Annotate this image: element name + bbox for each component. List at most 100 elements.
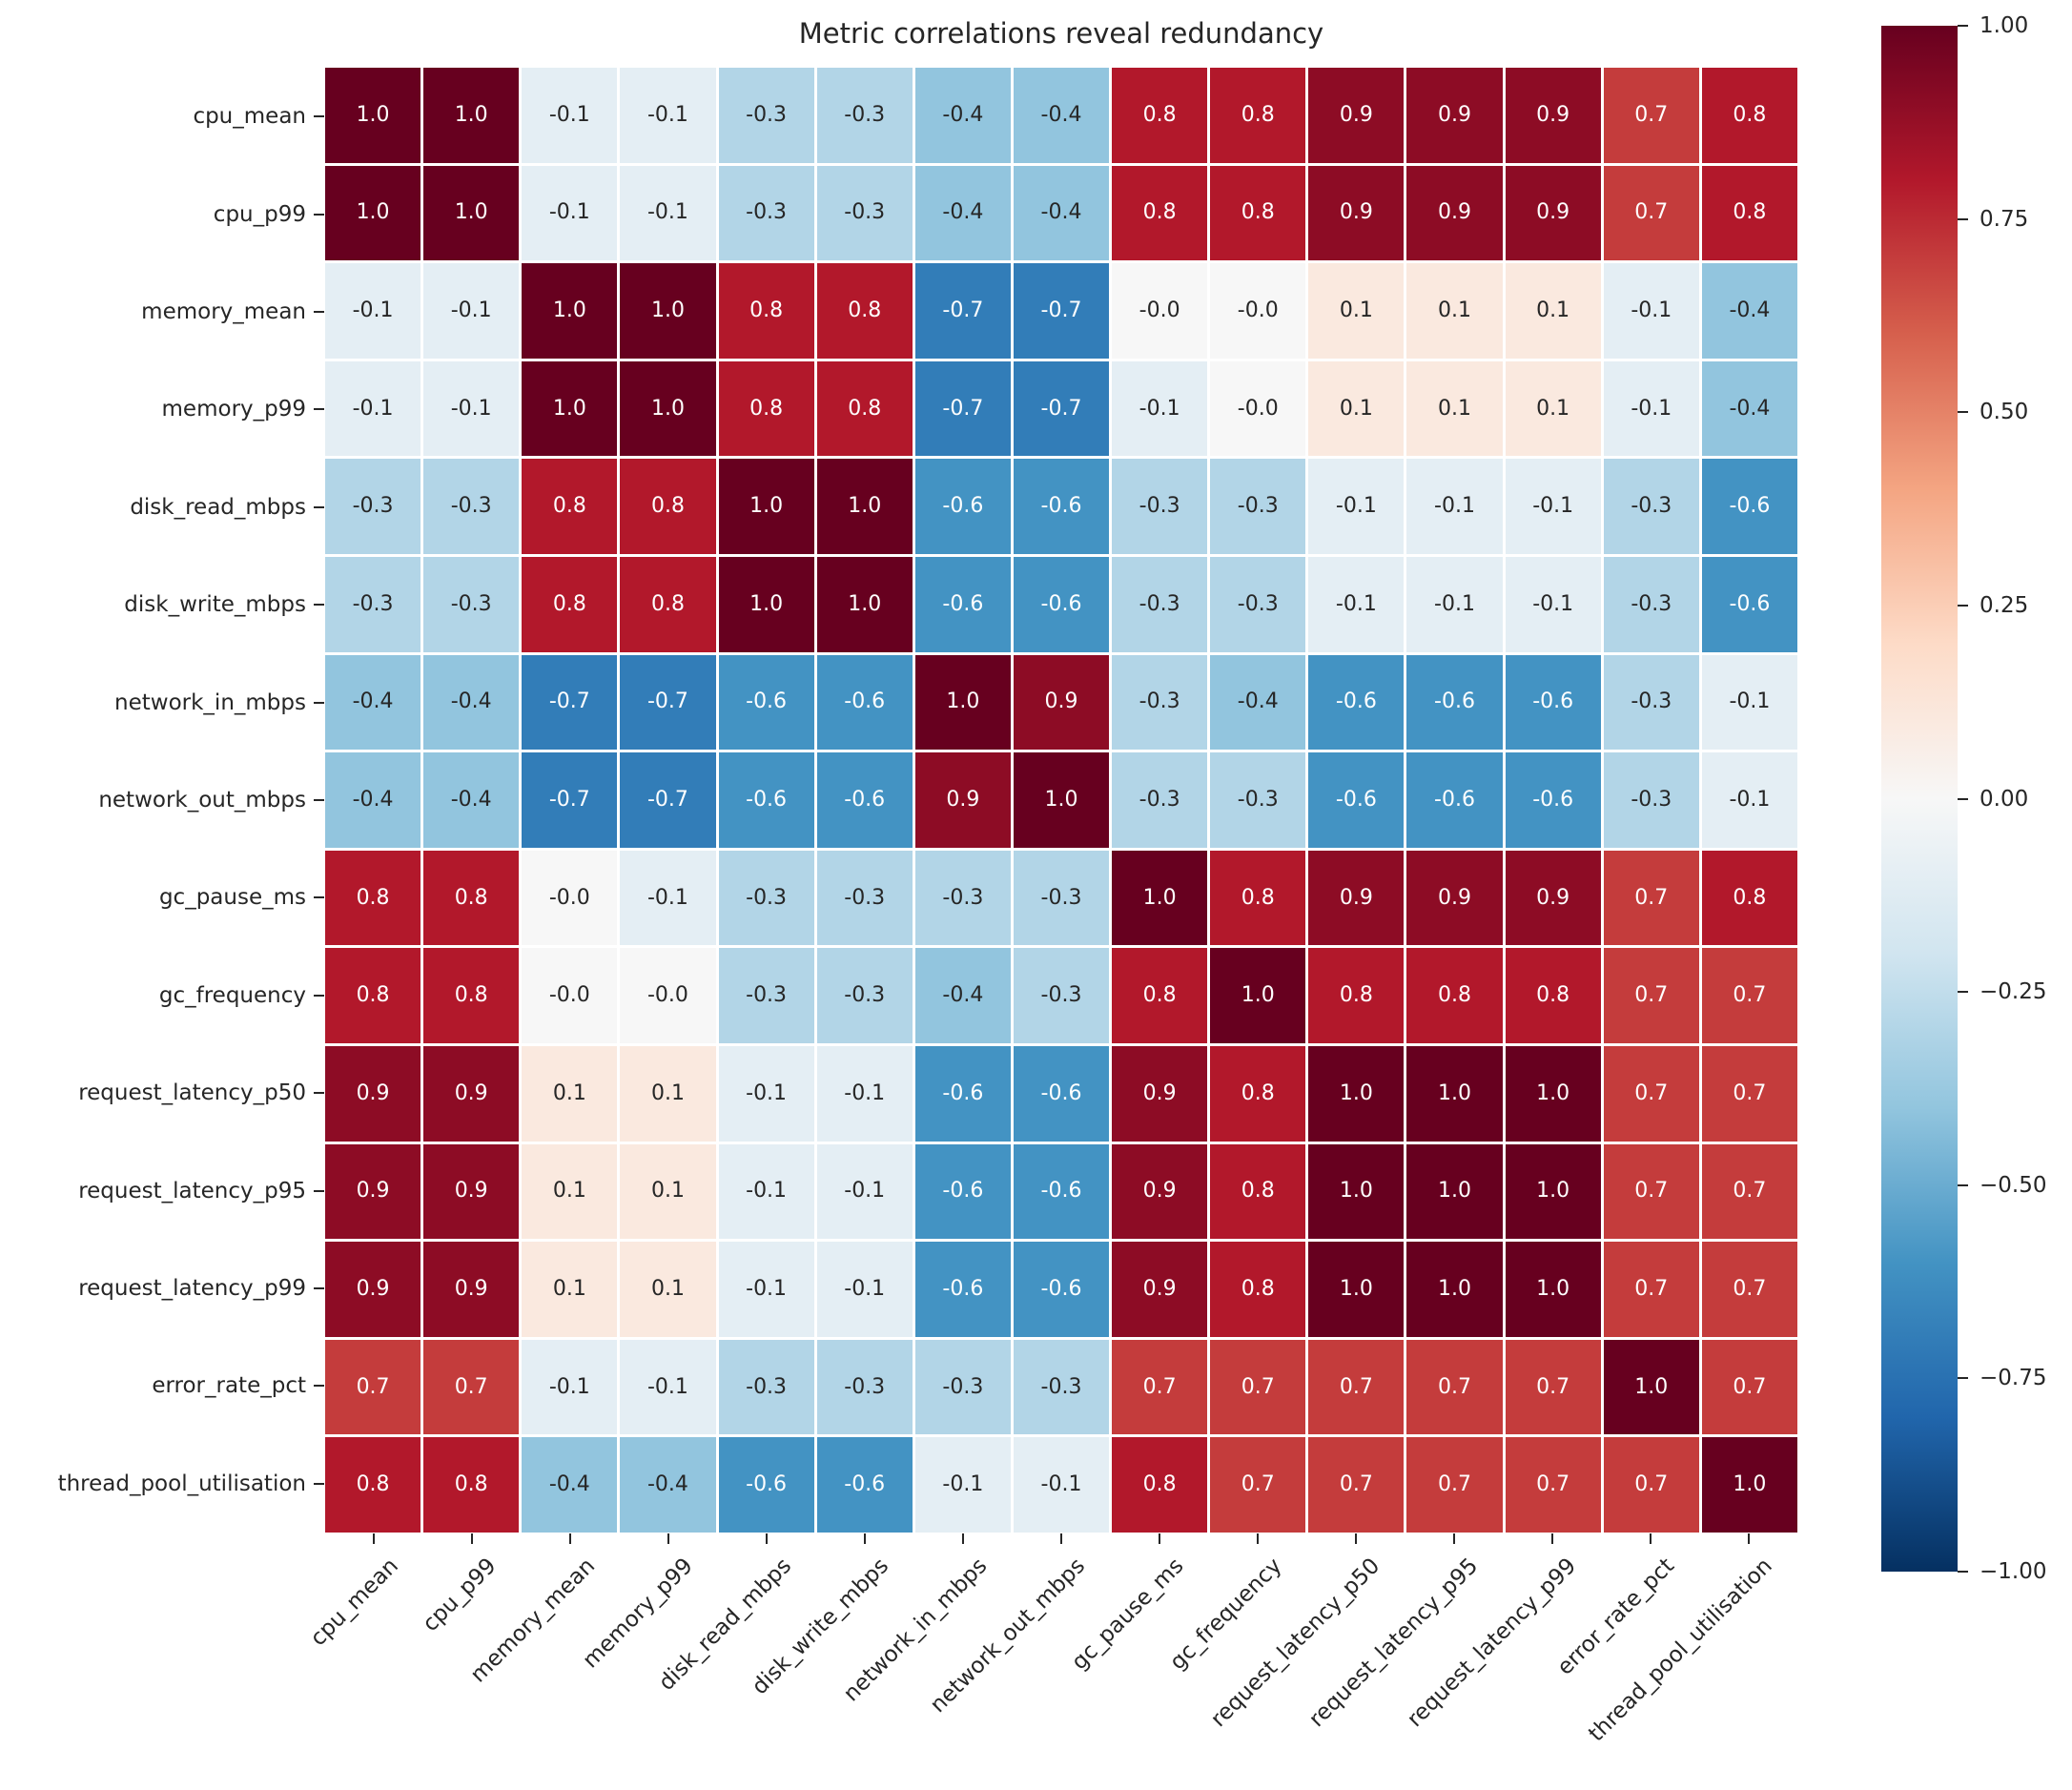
heatmap-cell: -0.3 (718, 850, 814, 946)
heatmap-cell: -0.6 (1308, 752, 1405, 848)
heatmap-cell: -0.4 (423, 654, 520, 751)
heatmap-cell: 1.0 (423, 68, 520, 163)
heatmap-cell: -0.3 (718, 1339, 814, 1435)
heatmap-cell: -0.1 (1603, 360, 1699, 457)
heatmap-cell: -0.4 (1013, 68, 1110, 163)
y-tick-mark (314, 1385, 324, 1388)
heatmap-cell: 1.0 (522, 263, 618, 359)
heatmap-cell: 0.8 (620, 459, 716, 554)
y-tick-mark (314, 505, 324, 508)
colorbar-tick-label: 1.00 (1980, 13, 2029, 38)
x-tick-mark (1354, 1533, 1357, 1544)
colorbar-tick-mark (1958, 797, 1968, 800)
heatmap-cell: 0.8 (1406, 948, 1503, 1043)
heatmap-cell: -0.6 (718, 1437, 814, 1533)
heatmap-cell: 0.7 (1701, 1339, 1797, 1435)
heatmap-cell: -0.3 (423, 459, 520, 554)
heatmap-cell: -0.3 (1603, 752, 1699, 848)
heatmap-cell: -0.3 (1210, 459, 1306, 554)
x-tick-label: gc_pause_ms (1067, 1553, 1189, 1676)
heatmap-cell: 0.7 (1603, 948, 1699, 1043)
heatmap-cell: 0.7 (1505, 1339, 1601, 1435)
heatmap-cell: -0.6 (1406, 654, 1503, 751)
heatmap-cell: -0.3 (1112, 459, 1208, 554)
y-tick-label: memory_mean (141, 299, 306, 324)
heatmap-cell: 0.7 (1701, 1143, 1797, 1240)
heatmap-cell: -0.7 (620, 752, 716, 848)
heatmap-cell: 0.9 (1112, 1045, 1208, 1142)
colorbar-tick-mark (1958, 604, 1968, 607)
heatmap-cell: -0.3 (816, 948, 913, 1043)
colorbar-tick-label: −0.25 (1980, 979, 2047, 1005)
heatmap-cell: -0.3 (718, 948, 814, 1043)
heatmap-cell: -0.1 (1406, 556, 1503, 652)
y-tick-mark (314, 1189, 324, 1192)
heatmap-cell: -0.1 (522, 68, 618, 163)
x-tick-mark (471, 1533, 474, 1544)
x-tick-mark (1256, 1533, 1259, 1544)
heatmap-cell: -0.3 (718, 165, 814, 261)
heatmap-cell: -0.3 (1013, 850, 1110, 946)
heatmap-cell: -0.3 (816, 165, 913, 261)
heatmap-cell: 1.0 (1701, 1437, 1797, 1533)
colorbar-tick-label: −0.75 (1980, 1366, 2047, 1391)
colorbar-tick-label: 0.00 (1980, 786, 2029, 812)
x-tick-label: memory_p99 (578, 1553, 698, 1674)
heatmap-cell: -0.3 (423, 556, 520, 652)
heatmap-cell: -0.3 (325, 556, 421, 652)
heatmap-cell: 0.1 (1505, 360, 1601, 457)
colorbar-tick-label: 0.75 (1980, 206, 2029, 232)
y-tick-label: thread_pool_utilisation (57, 1471, 306, 1496)
y-tick-label: network_in_mbps (114, 689, 306, 715)
heatmap-cell: 0.9 (1406, 68, 1503, 163)
heatmap-cell: 0.8 (325, 850, 421, 946)
x-tick-label: request_latency_p50 (1205, 1553, 1385, 1733)
x-tick-mark (766, 1533, 769, 1544)
heatmap-cell: 1.0 (620, 360, 716, 457)
heatmap-cell: 0.8 (816, 263, 913, 359)
heatmap-cell: 0.1 (1505, 263, 1601, 359)
heatmap-cell: 1.0 (914, 654, 1011, 751)
heatmap-cell: -0.1 (1505, 556, 1601, 652)
heatmap-cell: -0.4 (1701, 360, 1797, 457)
heatmap-cell: -0.3 (816, 68, 913, 163)
heatmap-cell: 1.0 (1210, 948, 1306, 1043)
heatmap-cell: 1.0 (1013, 752, 1110, 848)
heatmap-cell: 0.8 (1112, 68, 1208, 163)
heatmap-cell: 0.7 (423, 1339, 520, 1435)
x-tick-label: network_out_mbps (926, 1553, 1091, 1718)
heatmap-cell: -0.1 (1701, 654, 1797, 751)
heatmap-cell: 0.1 (620, 1143, 716, 1240)
heatmap-cell: -0.1 (718, 1143, 814, 1240)
x-tick-label: thread_pool_utilisation (1584, 1553, 1777, 1747)
y-tick-label: cpu_mean (193, 104, 306, 130)
heatmap-cell: 1.0 (1308, 1242, 1405, 1337)
heatmap-cell: 1.0 (325, 165, 421, 261)
heatmap-cell: -0.1 (1406, 459, 1503, 554)
heatmap-cell: -0.3 (1112, 654, 1208, 751)
heatmap-cell: -0.6 (914, 556, 1011, 652)
heatmap-cell: 0.9 (1505, 165, 1601, 261)
heatmap-cell: 0.7 (1210, 1437, 1306, 1533)
heatmap-cell: 0.8 (1701, 850, 1797, 946)
heatmap-cell: -0.0 (1210, 263, 1306, 359)
x-tick-label: network_in_mbps (838, 1553, 993, 1707)
heatmap-cell: -0.6 (1505, 752, 1601, 848)
x-tick-label: cpu_mean (305, 1553, 403, 1652)
heatmap-cell: -0.1 (620, 165, 716, 261)
heatmap-cell: -0.4 (423, 752, 520, 848)
heatmap-cell: -0.3 (816, 850, 913, 946)
heatmap-cell: 0.9 (1505, 68, 1601, 163)
colorbar-tick-mark (1958, 1183, 1968, 1186)
heatmap-cell: -0.1 (718, 1242, 814, 1337)
heatmap-cell: -0.6 (1406, 752, 1503, 848)
heatmap-cell: 0.7 (1406, 1339, 1503, 1435)
heatmap-cell: -0.7 (914, 263, 1011, 359)
heatmap-cell: 0.9 (423, 1143, 520, 1240)
heatmap-cell: 0.8 (1210, 165, 1306, 261)
heatmap-cell: 0.8 (1701, 68, 1797, 163)
chart-title: Metric correlations reveal redundancy (798, 17, 1324, 50)
heatmap-cell: 0.1 (522, 1143, 618, 1240)
x-tick-label: request_latency_p99 (1402, 1553, 1582, 1733)
